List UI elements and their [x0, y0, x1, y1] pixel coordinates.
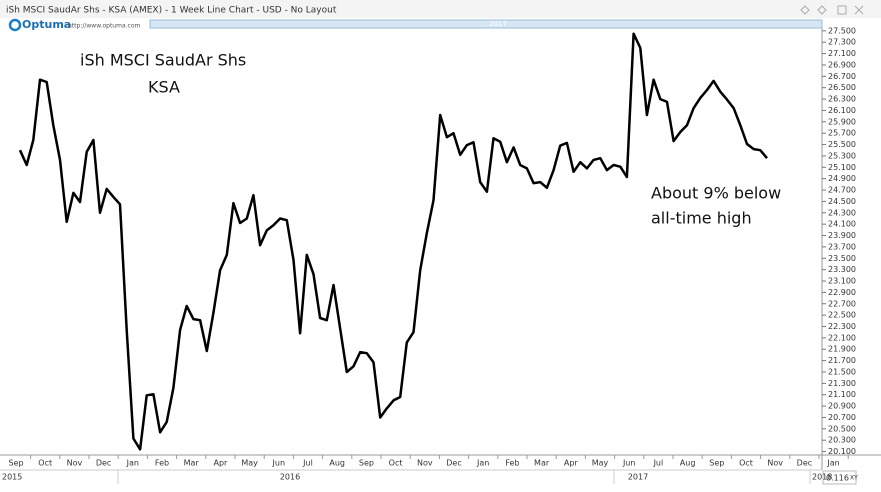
y-tick-label: 24.300 [828, 208, 856, 217]
y-tick-label: 26.300 [828, 95, 856, 104]
x-tick-label: Jan [126, 459, 139, 468]
annotation: iSh MSCI SaudAr Shs [80, 51, 246, 70]
x-tick-label: Dec [446, 459, 461, 468]
y-tick-label: 24.900 [828, 174, 856, 183]
x-tick-label: Oct [739, 459, 753, 468]
brand-url: http://www.optuma.com [68, 23, 140, 30]
x-tick-label: May [592, 459, 609, 468]
y-tick-label: 21.900 [828, 345, 856, 354]
y-tick-label: 23.100 [828, 277, 856, 286]
x-tick-label: Jul [653, 459, 664, 468]
x-tick-label: Feb [505, 459, 519, 468]
annotation: About 9% below [651, 184, 781, 203]
y-tick-label: 20.100 [828, 447, 856, 456]
y-tick-label: 25.500 [828, 140, 856, 149]
x-tick-label: Sep [359, 459, 374, 468]
year-label: 2016 [280, 473, 300, 482]
x-tick-label: Oct [389, 459, 403, 468]
annotation: all-time high [651, 209, 752, 228]
y-tick-label: 23.700 [828, 242, 856, 251]
x-tick-label: Apr [564, 459, 579, 468]
y-tick-label: 27.100 [828, 49, 856, 58]
annotation: KSA [148, 78, 180, 97]
x-tick-label: Jan [826, 459, 839, 468]
y-tick-label: 22.500 [828, 311, 856, 320]
y-tick-label: 22.300 [828, 322, 856, 331]
x-tick-label: Dec [96, 459, 111, 468]
brand: Optuma [22, 18, 71, 31]
y-tick-label: 20.300 [828, 436, 856, 445]
x-tick-label: Dec [797, 459, 812, 468]
logo-icon [8, 18, 22, 32]
y-tick-label: 26.500 [828, 83, 856, 92]
scroll-label: 2017 [489, 20, 507, 28]
x-tick-label: Jun [622, 459, 636, 468]
y-tick-label: 21.300 [828, 379, 856, 388]
year-label: 2018 [812, 473, 832, 482]
y-tick-label: 21.500 [828, 367, 856, 376]
corner-label: XY [850, 475, 858, 482]
y-tick-label: 25.300 [828, 151, 856, 160]
x-tick-label: Jun [272, 459, 286, 468]
y-tick-label: 22.100 [828, 333, 856, 342]
y-tick-label: 20.500 [828, 424, 856, 433]
x-tick-label: Sep [8, 459, 23, 468]
y-tick-label: 24.700 [828, 186, 856, 195]
y-tick-label: 24.500 [828, 197, 856, 206]
y-tick-label: 22.700 [828, 299, 856, 308]
y-tick-label: 26.100 [828, 106, 856, 115]
y-tick-label: 25.700 [828, 129, 856, 138]
x-tick-label: Mar [184, 459, 200, 468]
x-tick-label: Feb [155, 459, 169, 468]
y-tick-label: 25.900 [828, 117, 856, 126]
y-tick-label: 23.900 [828, 231, 856, 240]
window-controls[interactable] [800, 5, 864, 15]
y-tick-label: 20.700 [828, 413, 856, 422]
scroll-bar[interactable] [149, 19, 823, 29]
x-tick-label: Mar [534, 459, 550, 468]
x-tick-label: Nov [67, 459, 83, 468]
y-tick-label: 20.900 [828, 402, 856, 411]
year-label: 2015 [2, 473, 22, 482]
x-tick-label: Oct [38, 459, 52, 468]
y-tick-label: 23.500 [828, 254, 856, 263]
corner-box[interactable] [822, 470, 857, 485]
x-tick-label: Jan [476, 459, 489, 468]
y-tick-label: 26.700 [828, 72, 856, 81]
y-tick-label: 25.100 [828, 163, 856, 172]
x-tick-label: Sep [709, 459, 724, 468]
y-tick-label: 21.100 [828, 390, 856, 399]
x-tick-label: Jul [302, 459, 313, 468]
title-bar [0, 0, 881, 18]
y-tick-label: 27.500 [828, 26, 856, 35]
x-tick-label: Aug [329, 459, 345, 468]
corner-label: 0.116 [826, 474, 849, 483]
y-tick-label: 23.300 [828, 265, 856, 274]
x-tick-label: May [241, 459, 258, 468]
x-tick-label: Apr [213, 459, 228, 468]
window-title: iSh MSCI SaudAr Shs - KSA (AMEX) - 1 Wee… [6, 6, 337, 16]
y-tick-label: 24.100 [828, 220, 856, 229]
x-tick-label: Aug [680, 459, 696, 468]
year-label: 2017 [628, 473, 648, 482]
y-tick-label: 27.300 [828, 38, 856, 47]
y-tick-label: 26.900 [828, 60, 856, 69]
price-line [18, 32, 768, 451]
y-tick-label: 22.900 [828, 288, 856, 297]
x-tick-label: Nov [417, 459, 433, 468]
y-tick-label: 21.700 [828, 356, 856, 365]
x-tick-label: Nov [767, 459, 783, 468]
